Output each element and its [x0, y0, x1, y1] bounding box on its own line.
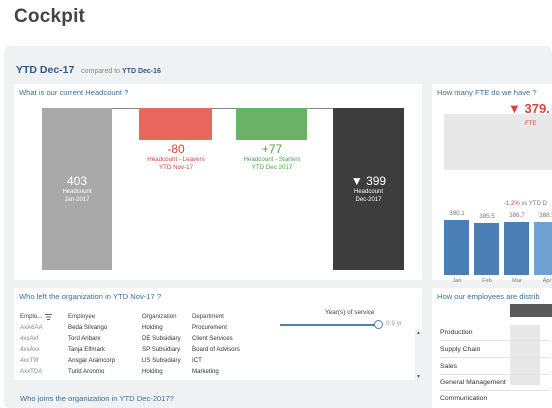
- starters-label: Headcount - Starters: [243, 156, 301, 163]
- distribution-item[interactable]: Supply Chain: [440, 346, 481, 353]
- fte-bar[interactable]: [504, 222, 529, 275]
- divider: [440, 374, 550, 375]
- cell-department: ICT: [192, 357, 202, 364]
- divider: [440, 390, 550, 391]
- fte-month-label: Jan: [452, 278, 462, 284]
- col-employee[interactable]: Employee: [68, 313, 96, 320]
- cell-department: Procurement: [192, 324, 227, 331]
- sort-icon[interactable]: [45, 314, 52, 320]
- headcount-end-bar[interactable]: ▼ 399 Headcount Dec-2017: [333, 108, 404, 270]
- service-title: Year(s) of service: [325, 309, 375, 316]
- fte-bar[interactable]: [444, 220, 469, 275]
- cell-id: AxA6AA: [20, 324, 43, 331]
- period-current: YTD Dec-17: [16, 64, 75, 76]
- clock-icon: [374, 320, 383, 329]
- fte-bar-value: 388.2: [539, 212, 552, 219]
- period-header: YTD Dec-17 compared to YTD Dec-16: [16, 64, 161, 76]
- cell-employee: Turid Aronmo: [68, 368, 105, 375]
- cell-organization: SP Subsidiary: [142, 346, 181, 353]
- cell-organization: Holding: [142, 324, 163, 331]
- cell-organization: Holding: [142, 368, 163, 375]
- headcount-end-label: Headcount: [353, 189, 384, 195]
- starters-date: YTD Dec 2017: [251, 164, 293, 171]
- leavers-label: Headcount - Leavers: [147, 156, 205, 163]
- distribution-title: How our employees are distrib: [437, 292, 540, 301]
- distribution-item[interactable]: Production: [440, 329, 473, 336]
- fte-month-label: Feb: [482, 278, 492, 284]
- leavers-date: YTD Nov-17: [158, 164, 194, 171]
- cell-department: Marketing: [192, 368, 219, 375]
- service-value: 0.9 yr: [386, 320, 402, 327]
- fte-big-label: FTE: [525, 121, 537, 127]
- fte-month-label: Mar: [512, 278, 522, 284]
- distribution-item[interactable]: Sales: [440, 363, 458, 370]
- col-organization[interactable]: Organization: [142, 313, 177, 320]
- fte-bar-value: 390.1: [449, 210, 465, 217]
- leavers-table-title: Who left the organization in YTD Nov-17 …: [19, 292, 162, 301]
- cell-employee: Ansgar Aramcorp: [68, 357, 116, 364]
- table-scrollbar[interactable]: ▲ ▼: [415, 330, 422, 380]
- fte-bar[interactable]: [474, 223, 499, 275]
- cell-id: 4xxAxf: [20, 335, 39, 342]
- distribution-item[interactable]: General Management: [440, 379, 506, 386]
- service-bar: [280, 324, 380, 326]
- headcount-start-value: 403: [66, 174, 88, 188]
- starters-value: +77: [261, 142, 283, 156]
- connector-line: [212, 108, 236, 109]
- connector-line: [112, 108, 139, 109]
- leavers-panel: Who left the organization in YTD Nov-17 …: [14, 288, 422, 380]
- fte-trend-area: [444, 114, 552, 170]
- distribution-bar[interactable]: [510, 325, 540, 385]
- distribution-panel: How our employees are distrib Production…: [432, 288, 552, 408]
- cell-organization: US Subsidiary: [142, 357, 181, 364]
- fte-change: -1.2% vs YTD D: [504, 201, 547, 207]
- headcount-leavers-bar[interactable]: [139, 108, 212, 140]
- divider: [440, 340, 550, 341]
- headcount-start-bar[interactable]: 403 Headcount Jan-2017: [42, 108, 112, 270]
- fte-title: How many FTE do we have ?: [437, 88, 537, 97]
- leavers-value: -80: [167, 142, 185, 156]
- headcount-starters-bar[interactable]: [236, 108, 307, 140]
- scroll-down-icon[interactable]: ▼: [416, 374, 421, 380]
- headcount-title: What is our current Headcount ?: [19, 88, 129, 97]
- fte-bar-value: 386.7: [509, 212, 525, 219]
- cell-department: Client Services: [192, 335, 233, 342]
- headcount-panel: What is our current Headcount ? 403 Head…: [14, 84, 422, 280]
- distribution-item[interactable]: Communication: [440, 395, 488, 402]
- cell-employee: Tanja Elfmark: [68, 346, 105, 353]
- fte-month-label: Apr: [542, 278, 552, 284]
- cell-employee: Tord Aribarx: [68, 335, 101, 342]
- fte-bar[interactable]: [534, 222, 552, 275]
- connector-line: [307, 108, 333, 109]
- scroll-up-icon[interactable]: ▲: [416, 330, 421, 336]
- fte-change-pct: -1.2%: [504, 201, 520, 207]
- col-employee-id[interactable]: Emplo...: [20, 313, 43, 320]
- cell-id: 4xxT9f: [20, 357, 39, 364]
- fte-panel: How many FTE do we have ? ▼ 379. FTE -1.…: [432, 84, 552, 284]
- cell-employee: Beda Silvango: [68, 324, 108, 331]
- period-compared: compared to YTD Dec-16: [81, 68, 161, 75]
- headcount-starters-labels: +77 Headcount - Starters YTD Dec 2017: [227, 142, 317, 172]
- headcount-end-value: ▼ 399: [350, 174, 387, 188]
- distribution-bar[interactable]: [510, 304, 552, 317]
- cell-organization: DE Subsidiary: [142, 335, 181, 342]
- cell-id: AxxTDA: [20, 368, 43, 375]
- headcount-start-date: Jan-2017: [64, 197, 90, 203]
- cell-department: Board of Advisors: [192, 346, 240, 353]
- headcount-start-label: Headcount: [62, 189, 92, 195]
- headcount-end-date: Dec-2017: [355, 197, 382, 203]
- fte-big-value: ▼ 379.: [508, 101, 550, 116]
- app-title: Cockpit: [14, 6, 86, 27]
- dashboard: YTD Dec-17 compared to YTD Dec-16 What i…: [4, 46, 552, 408]
- fte-change-suffix: vs YTD D: [521, 201, 547, 207]
- col-department[interactable]: Department: [192, 313, 224, 320]
- headcount-leavers-labels: -80 Headcount - Leavers YTD Nov-17: [131, 142, 221, 172]
- divider: [440, 357, 550, 358]
- joins-title: Who joins the organization in YTD Dec-20…: [20, 394, 174, 403]
- cell-id: 4xxAxx: [20, 346, 40, 353]
- fte-bar-value: 385.5: [479, 213, 495, 220]
